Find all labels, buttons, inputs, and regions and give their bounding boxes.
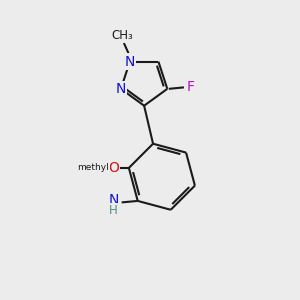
Text: H: H <box>109 204 118 217</box>
Text: N: N <box>116 82 126 96</box>
Text: methyl: methyl <box>77 164 109 172</box>
Text: N: N <box>124 55 135 69</box>
Text: F: F <box>187 80 194 94</box>
Text: CH₃: CH₃ <box>112 29 133 42</box>
Text: O: O <box>108 161 119 175</box>
Text: N: N <box>108 193 118 207</box>
